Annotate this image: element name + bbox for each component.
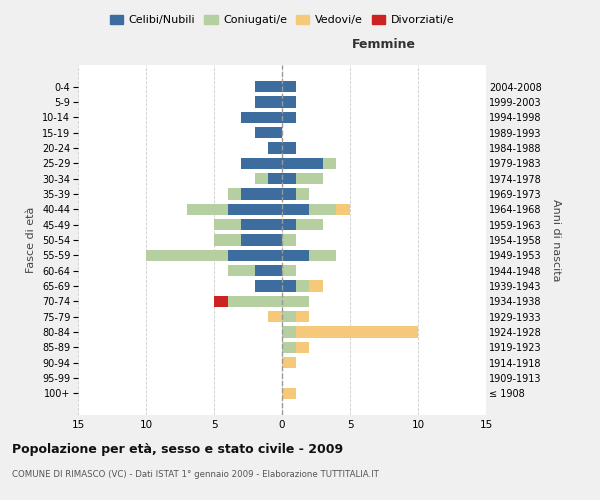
- Bar: [255, 280, 282, 292]
- Bar: [282, 112, 296, 123]
- Bar: [282, 388, 296, 399]
- Bar: [282, 219, 296, 230]
- Bar: [241, 188, 282, 200]
- Bar: [282, 234, 296, 246]
- Text: Popolazione per età, sesso e stato civile - 2009: Popolazione per età, sesso e stato civil…: [12, 442, 343, 456]
- Bar: [227, 296, 282, 307]
- Y-axis label: Fasce di età: Fasce di età: [26, 207, 37, 273]
- Bar: [268, 311, 282, 322]
- Bar: [309, 280, 323, 292]
- Bar: [187, 204, 227, 215]
- Bar: [268, 173, 282, 184]
- Bar: [282, 265, 296, 276]
- Bar: [282, 173, 296, 184]
- Bar: [255, 127, 282, 138]
- Bar: [296, 188, 309, 200]
- Bar: [309, 250, 337, 261]
- Bar: [282, 326, 296, 338]
- Y-axis label: Anni di nascita: Anni di nascita: [551, 198, 561, 281]
- Bar: [323, 158, 337, 169]
- Bar: [241, 219, 282, 230]
- Bar: [282, 188, 296, 200]
- Bar: [241, 112, 282, 123]
- Bar: [146, 250, 227, 261]
- Bar: [282, 158, 323, 169]
- Bar: [282, 342, 296, 353]
- Bar: [282, 142, 296, 154]
- Bar: [214, 296, 227, 307]
- Bar: [227, 265, 255, 276]
- Bar: [296, 219, 323, 230]
- Legend: Celibi/Nubili, Coniugati/e, Vedovi/e, Divorziati/e: Celibi/Nubili, Coniugati/e, Vedovi/e, Di…: [106, 10, 458, 30]
- Bar: [241, 234, 282, 246]
- Bar: [227, 204, 282, 215]
- Bar: [282, 296, 309, 307]
- Bar: [282, 280, 296, 292]
- Bar: [282, 250, 309, 261]
- Bar: [309, 204, 337, 215]
- Bar: [241, 158, 282, 169]
- Bar: [255, 173, 268, 184]
- Bar: [282, 357, 296, 368]
- Text: Femmine: Femmine: [352, 38, 416, 51]
- Bar: [214, 234, 241, 246]
- Bar: [296, 280, 309, 292]
- Bar: [227, 188, 241, 200]
- Bar: [282, 204, 309, 215]
- Bar: [296, 173, 323, 184]
- Bar: [282, 311, 296, 322]
- Bar: [296, 342, 309, 353]
- Bar: [255, 81, 282, 92]
- Bar: [282, 96, 296, 108]
- Bar: [227, 250, 282, 261]
- Bar: [296, 311, 309, 322]
- Bar: [268, 142, 282, 154]
- Bar: [255, 265, 282, 276]
- Bar: [282, 81, 296, 92]
- Bar: [255, 96, 282, 108]
- Bar: [337, 204, 350, 215]
- Text: COMUNE DI RIMASCO (VC) - Dati ISTAT 1° gennaio 2009 - Elaborazione TUTTITALIA.IT: COMUNE DI RIMASCO (VC) - Dati ISTAT 1° g…: [12, 470, 379, 479]
- Bar: [214, 219, 241, 230]
- Bar: [296, 326, 418, 338]
